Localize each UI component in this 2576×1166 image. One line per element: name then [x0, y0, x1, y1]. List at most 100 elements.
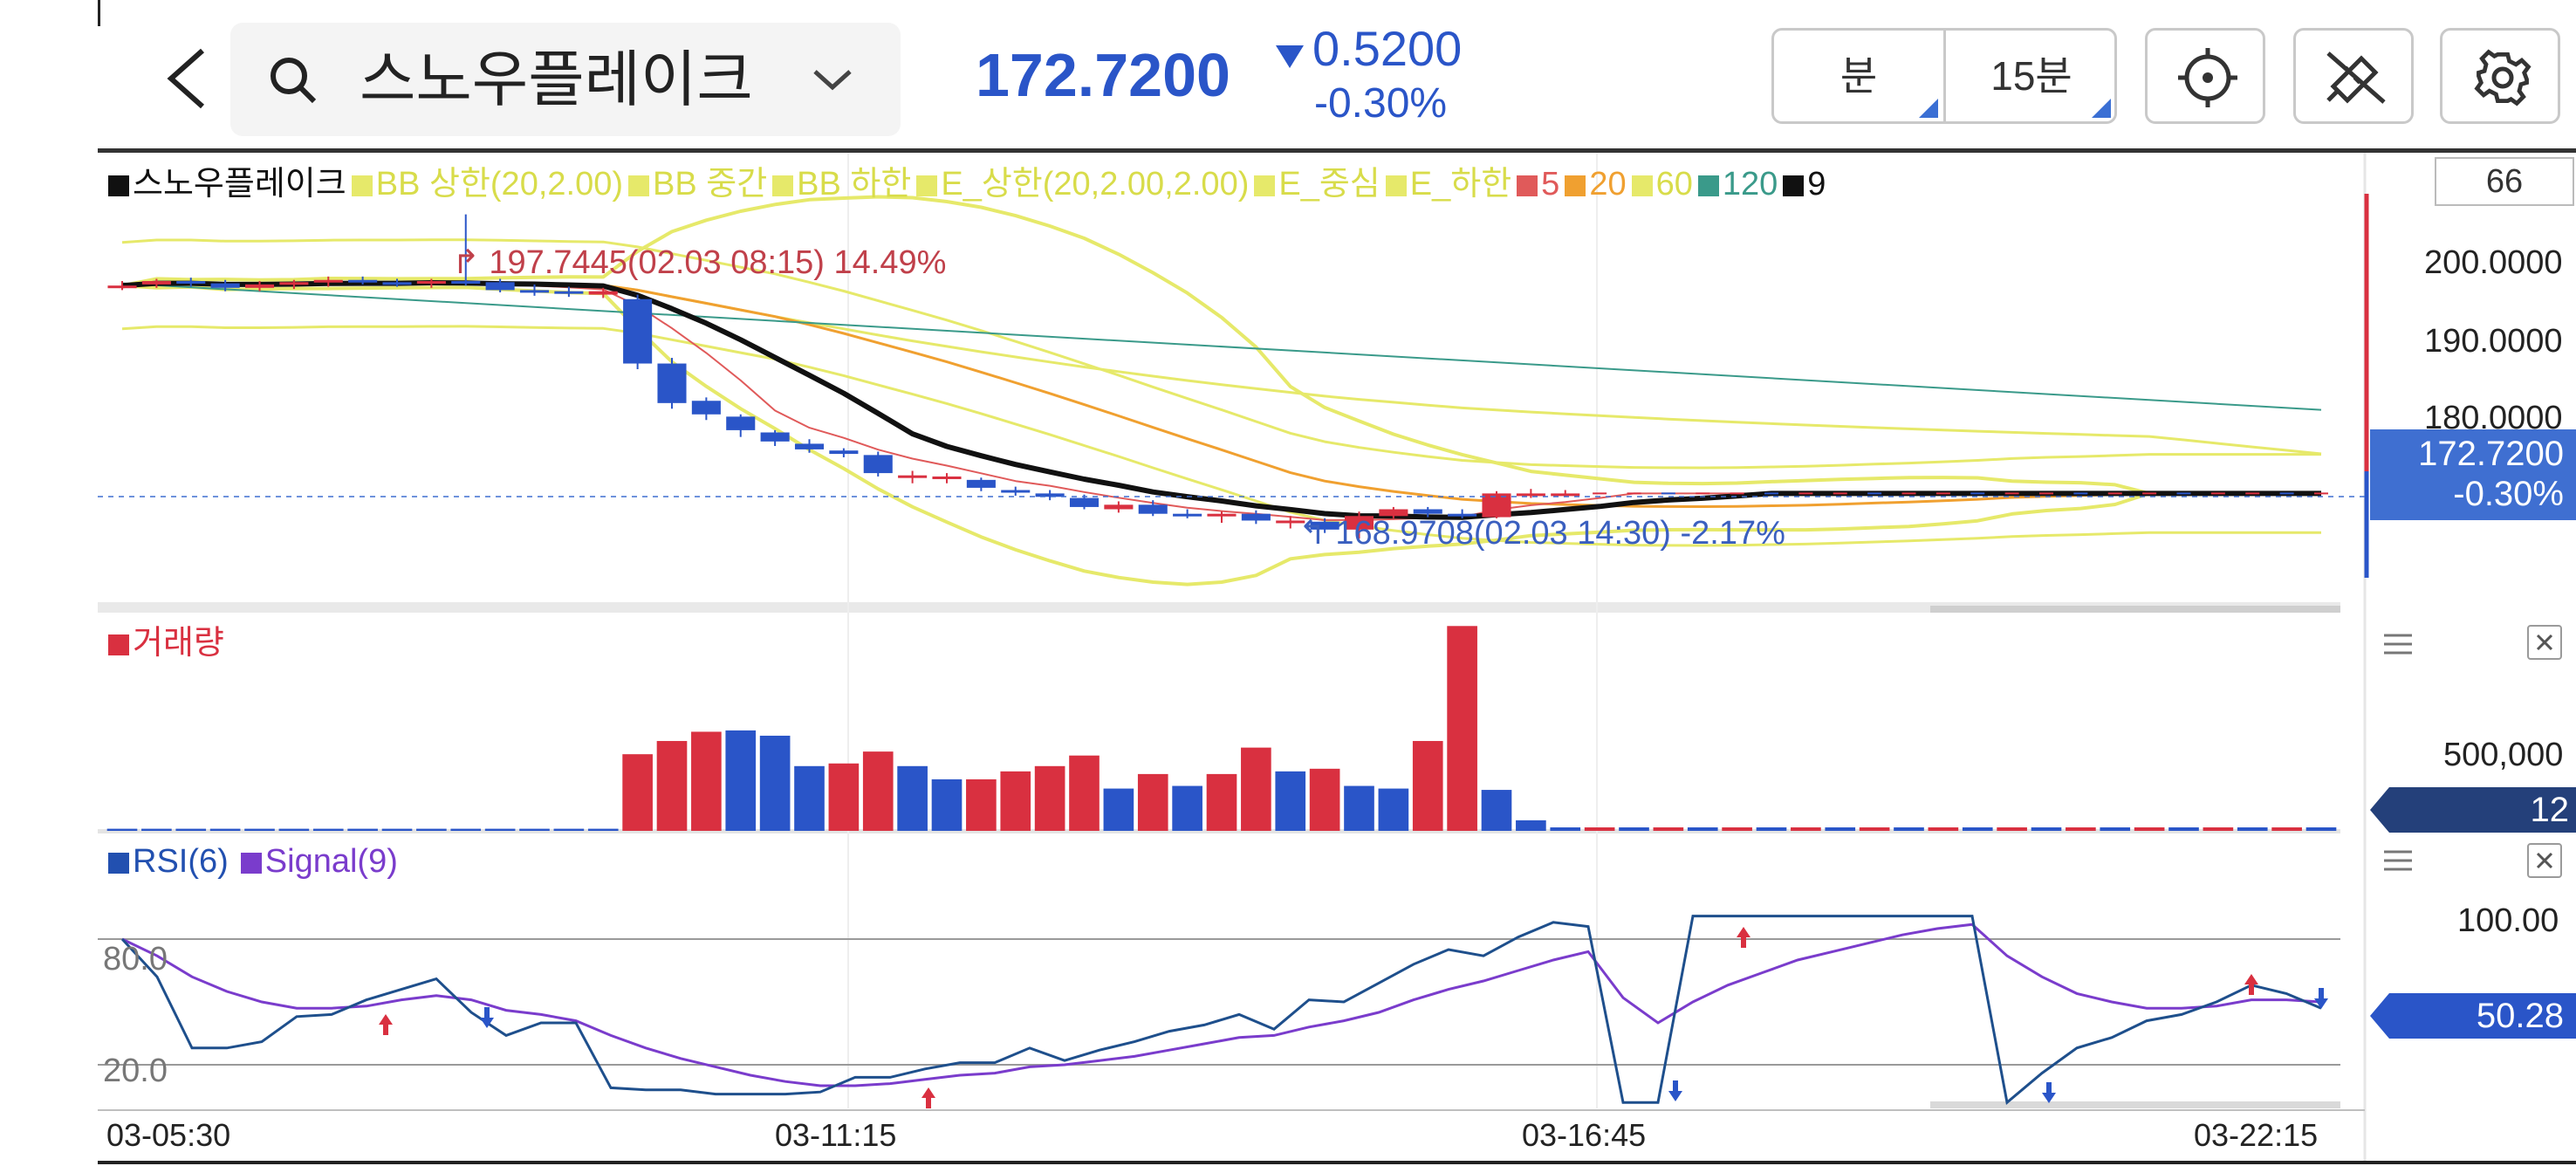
volume-badge: 12	[2370, 787, 2576, 833]
volume-bar	[1412, 741, 1443, 831]
menu-icon[interactable]	[2381, 843, 2415, 878]
legend-swatch	[1631, 175, 1653, 196]
stock-search-box[interactable]: 스노우플레이크	[230, 23, 901, 136]
volume-bar	[278, 828, 310, 831]
interval-value-button[interactable]: 15분	[1990, 53, 2072, 99]
candle-body	[1207, 513, 1237, 517]
volume-bar	[828, 763, 860, 831]
legend-swatch	[1565, 175, 1586, 196]
volume-bar	[1309, 768, 1340, 831]
candle-body	[863, 455, 893, 474]
bb-lower-line	[121, 284, 2321, 586]
legend-label: 9	[1807, 166, 1826, 202]
legend-label: RSI(6)	[133, 843, 229, 880]
legend-label: Signal(9)	[264, 843, 398, 880]
volume-bar	[1756, 827, 1787, 831]
legend-item: E_중심	[1254, 166, 1380, 202]
buy-arrow-icon	[921, 1087, 935, 1108]
volume-bar	[1172, 785, 1202, 831]
interval-type-button[interactable]: 분	[1840, 53, 1878, 99]
candle-body	[1310, 521, 1339, 530]
legend-label: E_하한	[1409, 166, 1512, 202]
candle-body	[1413, 509, 1442, 514]
menu-icon[interactable]	[2381, 627, 2415, 662]
settings-button[interactable]	[2440, 28, 2560, 124]
candle-body	[107, 285, 137, 289]
low-annotation: ↰ 168.9708(02.03 14:30) -2.17%	[1298, 513, 1785, 553]
legend-item: E_상한(20,2.00,2.00)	[916, 166, 1249, 202]
volume-bar	[2305, 827, 2337, 831]
back-button[interactable]	[147, 35, 234, 122]
legend-label: 120	[1722, 166, 1778, 202]
down-triangle-icon	[1276, 45, 1304, 68]
high-annotation: ↱ 197.7445(02.03 08:15) 14.49%	[452, 243, 946, 283]
candle-body	[279, 282, 309, 285]
crosshair-icon	[2178, 48, 2237, 107]
close-icon	[2536, 852, 2553, 869]
close-panel-button[interactable]	[2527, 625, 2562, 660]
legend-item: BB 상한(20,2.00)	[351, 166, 623, 202]
candle-body	[898, 475, 928, 478]
drawing-tools-button[interactable]	[2293, 28, 2414, 124]
back-icon	[167, 48, 204, 109]
volume-bar	[347, 828, 378, 831]
x-tick-label: 03-05:30	[106, 1117, 231, 1153]
legend-item: 60	[1631, 166, 1693, 202]
low-annotation-text: 168.9708(02.03 14:30) -2.17%	[1335, 515, 1785, 552]
candle-body	[348, 279, 378, 283]
legend-label: E_상한(20,2.00,2.00)	[941, 166, 1250, 202]
volume-bar	[2134, 827, 2165, 831]
badge-shape	[2370, 993, 2576, 1039]
legend-label: 60	[1655, 166, 1693, 202]
volume-bar	[1344, 785, 1374, 831]
low-marker-icon: ↰	[1298, 515, 1326, 552]
y-tick-label: 200.0000	[2424, 244, 2563, 281]
chevron-down-icon[interactable]	[810, 63, 855, 98]
legend-swatch	[628, 175, 649, 196]
volume-bar	[1619, 827, 1649, 831]
volume-bar	[1481, 790, 1512, 831]
volume-bar	[897, 765, 928, 831]
candle-body	[932, 476, 962, 479]
candle-body	[829, 450, 859, 455]
candle-body	[1448, 513, 1477, 517]
volume-bar	[1103, 788, 1134, 831]
candle-body	[726, 416, 756, 430]
legend-item: BB 중간	[628, 166, 767, 202]
candle-body	[1241, 513, 1271, 521]
crosshair-value-box: 66	[2435, 157, 2574, 206]
candle-body	[691, 401, 721, 415]
chart-top-border	[98, 148, 2576, 153]
volume-bar	[1447, 626, 1477, 831]
candle-body	[451, 281, 481, 285]
volume-bar	[1859, 827, 1890, 831]
candle-body	[1344, 516, 1374, 530]
signal-line	[121, 923, 2322, 1087]
high-annotation-text: 197.7445(02.03 08:15) 14.49%	[489, 244, 947, 281]
candle-body	[485, 282, 515, 291]
current-pct-badge-value: -0.30%	[2453, 475, 2564, 513]
rsi-level-low: 20.0	[103, 1053, 168, 1089]
interval-selector: 분 15분	[1771, 28, 2117, 124]
close-panel-button[interactable]	[2527, 843, 2562, 878]
volume-badge-value: 12	[2530, 791, 2570, 829]
current-price-badge-value: 172.7200	[2418, 435, 2564, 473]
volume-bar	[2031, 827, 2062, 831]
candle-body	[1035, 493, 1065, 497]
high-marker-icon: ↱	[452, 244, 480, 281]
volume-bar	[1894, 827, 1924, 831]
volume-y-tick: 500,000	[2443, 737, 2564, 773]
current-price: 172.7200	[976, 41, 1230, 109]
volume-bar	[2066, 827, 2096, 831]
legend-swatch	[1783, 175, 1805, 196]
crosshair-button[interactable]	[2145, 28, 2265, 124]
legend-item: 9	[1783, 166, 1826, 202]
volume-bar	[1069, 755, 1100, 831]
frame-edge	[98, 0, 100, 26]
x-tick-label: 03-22:15	[2194, 1117, 2319, 1153]
candle-body	[210, 283, 240, 288]
legend-label: BB 중간	[653, 166, 768, 202]
current-price-badge: 172.7200 -0.30%	[2370, 429, 2576, 520]
rsi-y-tick: 100.00	[2457, 902, 2559, 939]
